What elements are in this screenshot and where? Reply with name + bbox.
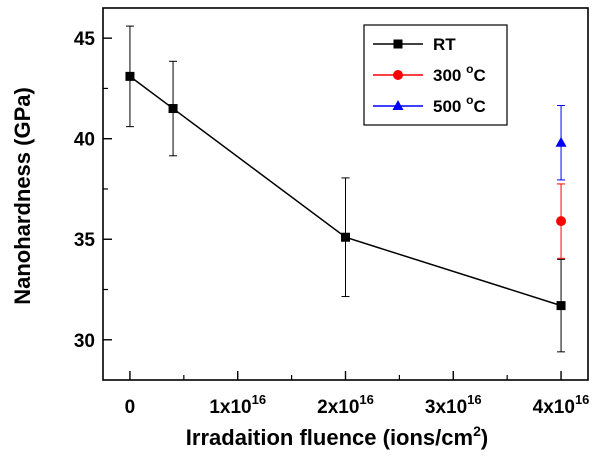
legend-items: RT 300 oC 500 oC [373, 35, 486, 116]
data-point [555, 136, 567, 147]
x-tick-label: 3x1016 [425, 392, 482, 418]
legend-entry: RT [373, 35, 456, 54]
series-line [129, 75, 562, 307]
y-tick-label: 30 [74, 331, 95, 352]
legend-label: 300 oC [433, 62, 486, 85]
legend-marker [393, 39, 403, 49]
series-layer [125, 25, 567, 353]
y-tick-label: 40 [74, 130, 95, 151]
legend-marker [393, 70, 403, 80]
legend-marker [392, 100, 404, 110]
series-300 [556, 183, 567, 259]
legend-entry: 500 oC [373, 93, 486, 116]
legend-entry: 300 oC [373, 62, 486, 85]
data-point [556, 216, 567, 227]
ticks: 0 1x1016 2x1016 3x1016 4x1016 30 35 40 45 [74, 29, 590, 418]
legend-label: RT [433, 35, 456, 54]
data-point [341, 232, 350, 242]
data-point [168, 104, 178, 114]
series-rt [125, 25, 566, 353]
legend-label: 500 oC [433, 93, 486, 116]
data-point [125, 71, 135, 81]
legend: RT 300 oC 500 oC [363, 24, 508, 126]
x-tick-label: 4x1016 [533, 392, 590, 418]
y-axis-label: Nanohardness (GPa) [10, 87, 35, 305]
x-tick-label: 1x1016 [209, 392, 266, 418]
x-tick-label: 0 [125, 397, 136, 418]
x-tick-label: 2x1016 [317, 392, 374, 418]
data-point [556, 301, 566, 311]
y-tick-label: 45 [74, 29, 96, 50]
x-axis-label: Irradaition fluence (ions/cm2) [186, 423, 488, 450]
y-tick-label: 35 [74, 230, 96, 251]
series-500 [555, 105, 567, 181]
